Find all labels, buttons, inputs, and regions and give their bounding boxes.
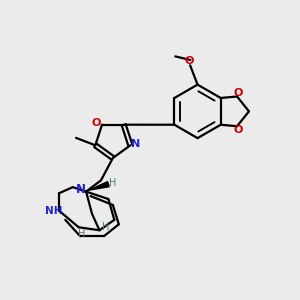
Text: H: H [78,229,85,239]
Text: O: O [233,125,243,135]
Text: O: O [185,56,194,66]
Text: N: N [76,183,86,196]
Text: NH: NH [45,206,62,216]
Text: O: O [233,88,243,98]
Text: H: H [110,178,117,188]
Text: N: N [130,140,140,149]
Text: O: O [92,118,101,128]
Polygon shape [89,182,109,190]
Text: H: H [102,222,110,232]
